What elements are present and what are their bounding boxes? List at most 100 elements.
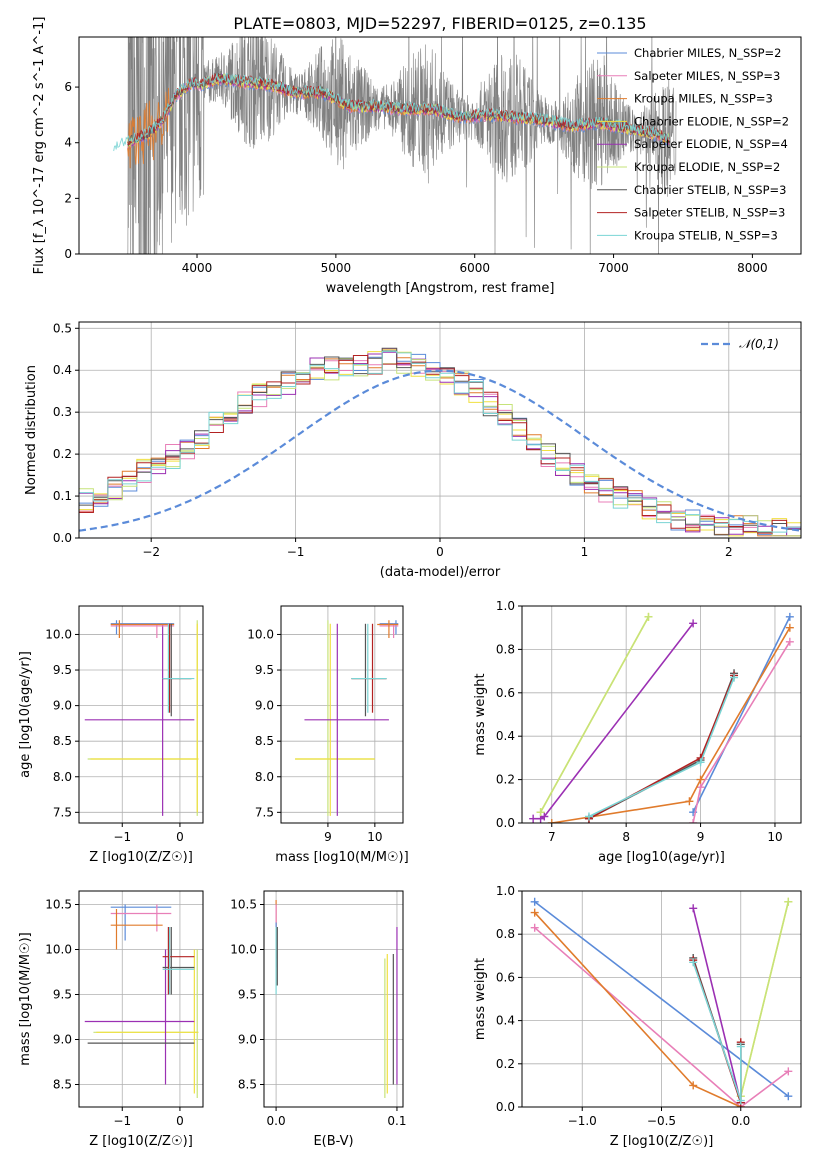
y-tick-label: 0.4	[496, 1014, 515, 1028]
y-tick-label: 9.0	[53, 699, 72, 713]
plot-area	[84, 620, 199, 816]
mass-vs-extinction-panel: 0.0 0.1 8.5 9.0 9.5 10.0 10.5 E(B-V)	[230, 890, 407, 1149]
x-tick-label: −1	[113, 1114, 131, 1128]
weight-marker	[689, 958, 698, 967]
axes-frame	[78, 36, 802, 255]
weight-marker	[785, 637, 794, 646]
weight-marker	[696, 758, 705, 767]
weight-marker	[784, 897, 793, 906]
axes-frame	[263, 890, 404, 1108]
plot-area	[84, 904, 199, 1098]
weight-series-line	[534, 901, 789, 1097]
legend-label: 𝒩(0,1)	[739, 337, 779, 351]
y-tick-label: 9.0	[255, 699, 274, 713]
x-tick-label: 6000	[459, 261, 490, 275]
x-tick-label: 7000	[598, 261, 629, 275]
x-tick-label: 0	[176, 1114, 184, 1128]
legend-label: Kroupa STELIB, N_SSP=3	[634, 228, 778, 242]
y-tick-label: 8.5	[53, 734, 72, 748]
x-tick-label: 5000	[321, 261, 352, 275]
weight-series-line	[533, 622, 694, 820]
weight-marker	[784, 1067, 793, 1076]
legend-label: Chabrier MILES, N_SSP=2	[634, 46, 781, 60]
y-tick-label: 10.0	[45, 943, 72, 957]
y-tick-label: 0.0	[53, 531, 72, 545]
weight-series-line	[588, 677, 735, 818]
y-tick-label: 0.3	[53, 405, 72, 419]
y-tick-label: 10.5	[45, 898, 72, 912]
y-tick-label: 10.0	[230, 943, 257, 957]
weight-series-line	[740, 901, 790, 1097]
x-axis-label: E(B-V)	[313, 1134, 353, 1149]
legend-label: Chabrier STELIB, N_SSP=3	[634, 183, 786, 197]
x-tick-label: 4000	[182, 261, 213, 275]
y-tick-label: 0.0	[496, 816, 515, 830]
x-tick-label: 8000	[737, 261, 768, 275]
y-tick-label: 0.6	[496, 686, 515, 700]
axes: 4000 5000 6000 7000 8000 0 2 4 6 wavelength [Angs…	[32, 17, 802, 296]
y-tick-label: 0.2	[496, 1057, 515, 1071]
y-tick-label: 10.0	[45, 627, 72, 641]
y-tick-label: 0.5	[53, 321, 72, 335]
x-tick-label: −1	[113, 830, 131, 844]
x-tick-label: 9	[697, 830, 705, 844]
y-axis-label: mass [log10(M/M☉)]	[18, 932, 33, 1065]
x-tick-label: 0.1	[387, 1114, 406, 1128]
axes: −1.0 −0.5 0.0 0.0 0.2 0.4 0.6 0.8 1.0 Z [log10(Z/…	[473, 884, 802, 1149]
y-tick-label: 9.5	[53, 988, 72, 1002]
legend: Chabrier MILES, N_SSP=2 Salpeter MILES, N…	[597, 46, 789, 242]
y-tick-label: 8.0	[255, 770, 274, 784]
axes-frame	[78, 890, 204, 1108]
x-tick-label: 0	[436, 545, 444, 559]
weight-marker	[785, 623, 794, 632]
residual-histogram	[79, 350, 801, 537]
y-tick-label: 8.5	[255, 734, 274, 748]
plot-area	[79, 347, 801, 537]
x-axis-label: wavelength [Angstrom, rest frame]	[326, 281, 555, 296]
x-tick-label: 1	[581, 545, 589, 559]
y-tick-label: 0.4	[53, 363, 72, 377]
y-tick-label: 9.0	[53, 1033, 72, 1047]
x-tick-label: −2	[142, 545, 160, 559]
y-tick-label: 8.5	[53, 1078, 72, 1092]
plot-area	[529, 612, 794, 823]
y-tick-label: 4	[64, 136, 72, 150]
grid	[79, 322, 801, 539]
x-tick-label: 0	[176, 830, 184, 844]
weight-marker	[785, 612, 794, 621]
y-tick-label: 0.8	[496, 927, 515, 941]
legend-label: Chabrier ELODIE, N_SSP=2	[634, 114, 789, 128]
x-axis-label: Z [log10(Z/Z☉)]	[89, 1134, 193, 1149]
y-tick-label: 0.1	[53, 489, 72, 503]
x-tick-label: 0.0	[731, 1114, 750, 1128]
raw-spectrum-line	[127, 37, 677, 254]
plot-area	[530, 897, 793, 1107]
grid	[281, 606, 403, 823]
weight-marker	[696, 775, 705, 784]
weight-marker	[689, 819, 698, 823]
x-axis-label: (data-model)/error	[380, 565, 501, 580]
residuals-panel: −2 −1 0 1 2 0.0 0.1 0.2 0.3 0.4 0.5 (data-model)/er…	[24, 321, 802, 580]
legend-label: Kroupa MILES, N_SSP=3	[634, 92, 773, 106]
axes: 7 8 9 10 0.0 0.2 0.4 0.6 0.8 1.0 age [log10(age/yr…	[473, 599, 802, 865]
weight-series-line	[588, 675, 735, 820]
weight-marker	[689, 904, 698, 913]
weight-series-line	[692, 962, 742, 1101]
legend-label: Salpeter STELIB, N_SSP=3	[634, 206, 785, 220]
weight-series-line	[692, 908, 742, 1103]
y-tick-label: 7.5	[255, 805, 274, 819]
legend-label: Salpeter ELODIE, N_SSP=4	[634, 137, 788, 151]
y-tick-label: 0.4	[496, 729, 515, 743]
weight-marker	[685, 797, 694, 806]
x-axis-label: Z [log10(Z/Z☉)]	[610, 1134, 714, 1149]
axes: 9 10 7.5 8.0 8.5 9.0 9.5 10.0 mass [log10(M/M☉)]	[247, 605, 409, 865]
x-tick-label: 0.0	[267, 1114, 286, 1128]
mass-vs-metallicity-panel: −1 0 8.5 9.0 9.5 10.0 10.5 Z [log10(Z/Z☉)] mass …	[18, 890, 204, 1149]
weight-marker	[529, 814, 538, 823]
weight-marker	[736, 1042, 745, 1051]
figure-title: PLATE=0803, MJD=52297, FIBERID=0125, z=0…	[233, 14, 646, 33]
x-tick-label: 9	[324, 830, 332, 844]
residual-histogram	[79, 350, 801, 533]
y-tick-label: 0.2	[496, 773, 515, 787]
plot-area	[113, 37, 677, 254]
